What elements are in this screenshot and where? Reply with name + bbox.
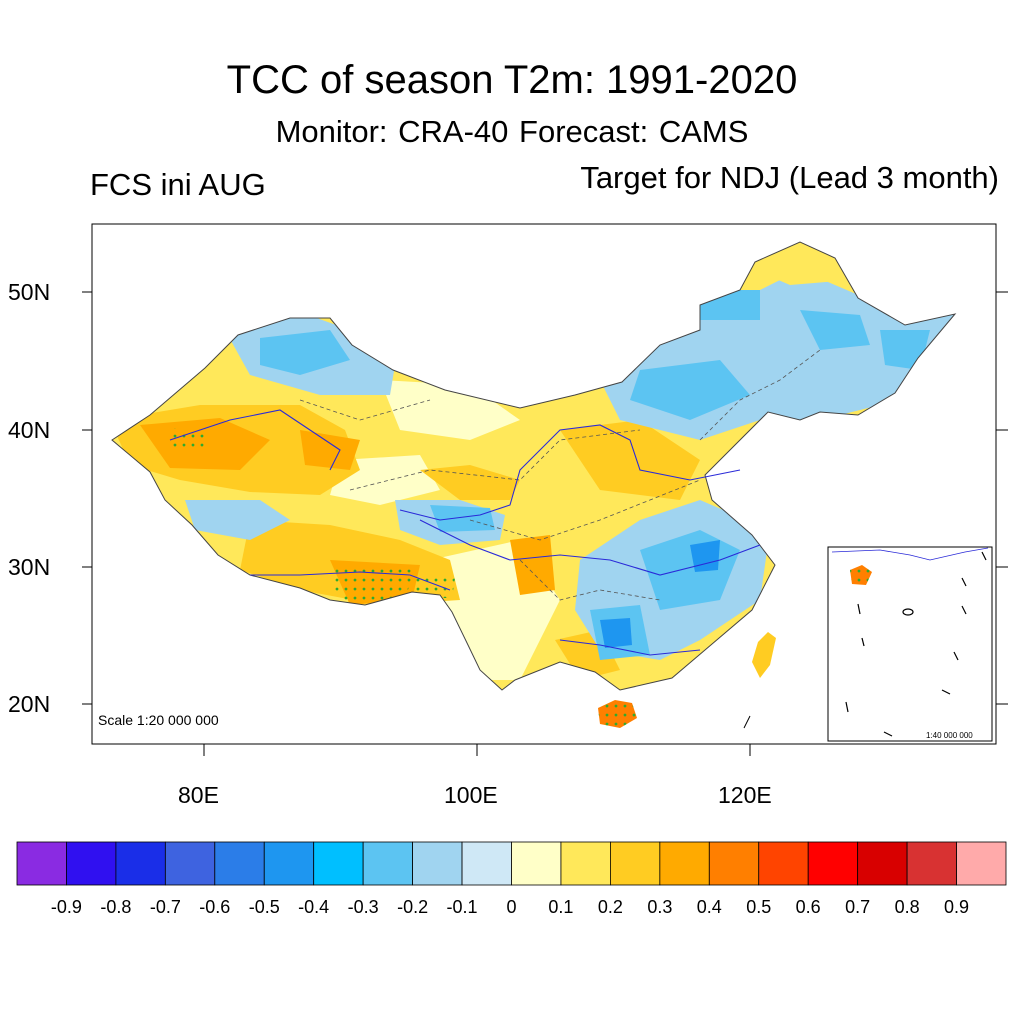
- colorbar-label: 0.2: [598, 897, 623, 917]
- colorbar-swatch: [560, 841, 611, 886]
- colorbar-swatch: [164, 841, 216, 886]
- colorbar-label: -0.1: [447, 897, 478, 917]
- lat-label-20n: 20N: [8, 691, 50, 717]
- colorbar-swatch: [66, 841, 117, 886]
- lon-label-100e: 100E: [444, 782, 498, 808]
- map-subtitle: Monitor: CRA-40 Forecast: CAMS: [275, 114, 749, 149]
- colorbar-label: 0: [506, 897, 516, 917]
- colorbar-label: -0.8: [100, 897, 131, 917]
- colorbar-swatch: [16, 841, 67, 886]
- colorbar-label: -0.2: [397, 897, 428, 917]
- map-title: TCC of season T2m: 1991-2020: [226, 58, 798, 102]
- colorbar-label: -0.6: [199, 897, 230, 917]
- colorbar-swatch: [214, 841, 265, 886]
- colorbar-swatch: [758, 841, 809, 886]
- lon-label-120e: 120E: [718, 782, 772, 808]
- colorbar-swatch: [956, 841, 1007, 886]
- colorbar-label: 0.8: [895, 897, 920, 917]
- scale-label: Scale 1:20 000 000: [98, 712, 219, 728]
- lat-label-50n: 50N: [8, 279, 50, 305]
- colorbar-swatch: [708, 841, 760, 886]
- colorbar-label: 0.5: [746, 897, 771, 917]
- colorbar-label: -0.7: [150, 897, 181, 917]
- colorbar-label: 0.4: [697, 897, 722, 917]
- colorbar-swatch: [857, 841, 908, 886]
- colorbar-swatch: [313, 841, 364, 886]
- province-borders: [299, 349, 821, 601]
- colorbar-swatch: [115, 841, 166, 886]
- colorbar-swatch: [263, 841, 315, 886]
- inset-map: 1:40 000 000: [827, 546, 993, 742]
- colorbar-label: 0.3: [647, 897, 672, 917]
- colorbar-swatch: [461, 841, 512, 886]
- colorbar-swatch: [659, 841, 710, 886]
- colorbar-label: -0.3: [348, 897, 379, 917]
- china-border: [111, 241, 957, 691]
- init-label: FCS ini AUG: [90, 167, 266, 202]
- colorbar-swatch: [807, 841, 859, 886]
- colorbar-swatch: [906, 841, 957, 886]
- colorbar-label: -0.4: [298, 897, 329, 917]
- inset-scale-label: 1:40 000 000: [926, 731, 973, 740]
- colorbar-swatch: [412, 841, 463, 886]
- colorbar-label: 0.6: [796, 897, 821, 917]
- colorbar-swatch: [511, 841, 562, 886]
- rivers: [169, 409, 761, 656]
- lon-label-80e: 80E: [178, 782, 219, 808]
- colorbar-label: -0.9: [51, 897, 82, 917]
- colorbar-label: 0.7: [845, 897, 870, 917]
- colorbar: -0.9 -0.8 -0.7 -0.6 -0.5 -0.4 -0.3 -0.2 -0.1 0 0.1…: [16, 841, 1007, 917]
- colorbar-label: -0.5: [249, 897, 280, 917]
- colorbar-swatch: [362, 841, 413, 886]
- target-label: Target for NDJ (Lead 3 month): [580, 160, 999, 195]
- lat-label-40n: 40N: [8, 417, 50, 443]
- colorbar-swatch: [610, 841, 661, 886]
- colorbar-label: 0.1: [548, 897, 573, 917]
- axis-ticks: [82, 291, 1008, 756]
- lat-label-30n: 30N: [8, 554, 50, 580]
- colorbar-label: 0.9: [944, 897, 969, 917]
